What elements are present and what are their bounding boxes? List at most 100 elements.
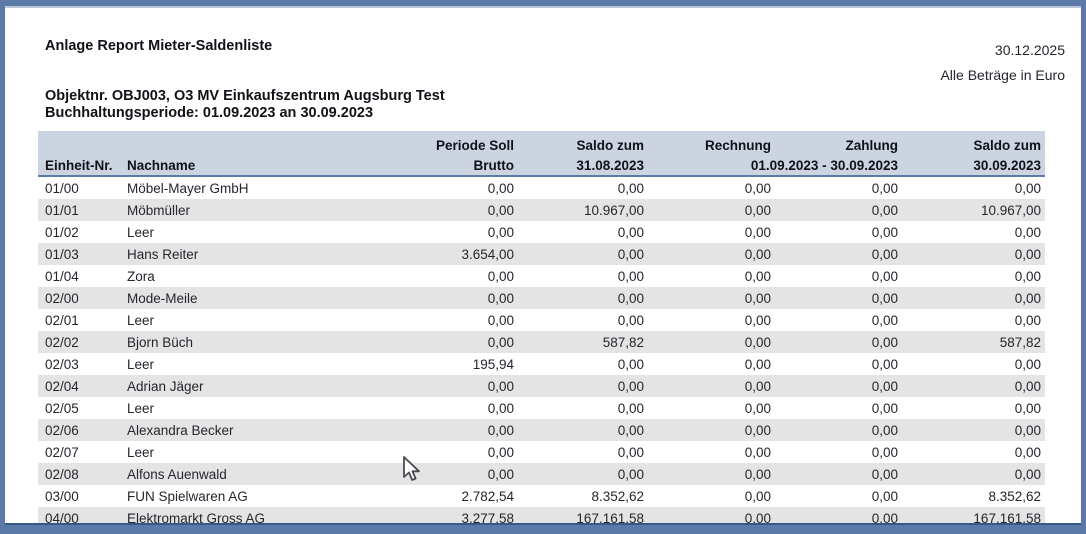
name-cell: Leer bbox=[127, 224, 155, 240]
table-row: 02/06 Alexandra Becker 0,00 0,00 0,00 0,00 0,0… bbox=[38, 419, 1045, 441]
name-cell: Hans Reiter bbox=[127, 246, 199, 262]
balance-table: Periode Soll Saldo zum Rechnung Zahlung … bbox=[38, 131, 1045, 529]
report-meta: 30.12.2025 Alle Beträge in Euro bbox=[940, 38, 1065, 88]
header-periode-soll: Periode Soll bbox=[358, 131, 518, 153]
name-cell: Mode-Meile bbox=[127, 290, 198, 306]
periode-soll-cell: 0,00 bbox=[487, 466, 514, 482]
unit-cell: 01/03 bbox=[45, 246, 79, 262]
zahlung-cell: 0,00 bbox=[871, 312, 898, 328]
name-cell: Leer bbox=[127, 400, 155, 416]
periode-soll-cell: 0,00 bbox=[487, 400, 514, 416]
rechnung-cell: 0,00 bbox=[744, 510, 771, 526]
saldo-new-cell: 8.352,62 bbox=[988, 488, 1041, 504]
frame-inner-line bbox=[5, 6, 1081, 8]
header-saldo-prev-date: 31.08.2023 bbox=[518, 153, 648, 177]
rechnung-cell: 0,00 bbox=[744, 202, 771, 218]
name-cell: Leer bbox=[127, 356, 155, 372]
header-brutto: Brutto bbox=[358, 153, 518, 177]
saldo-prev-cell: 0,00 bbox=[617, 356, 644, 372]
periode-soll-cell: 0,00 bbox=[487, 290, 514, 306]
header-name-spacer bbox=[123, 131, 358, 153]
header-rechnung: Rechnung bbox=[648, 131, 775, 153]
saldo-prev-cell: 0,00 bbox=[617, 180, 644, 196]
saldo-new-cell: 587,82 bbox=[999, 334, 1041, 350]
name-cell: Leer bbox=[127, 312, 155, 328]
header-zahlung: Zahlung bbox=[775, 131, 902, 153]
name-cell: Möbel-Mayer GmbH bbox=[127, 180, 249, 196]
saldo-new-cell: 0,00 bbox=[1014, 246, 1041, 262]
header-unit-spacer bbox=[38, 131, 123, 153]
saldo-prev-cell: 0,00 bbox=[617, 378, 644, 394]
zahlung-cell: 0,00 bbox=[871, 444, 898, 460]
zahlung-cell: 0,00 bbox=[871, 510, 898, 526]
name-cell: Leer bbox=[127, 444, 155, 460]
saldo-prev-cell: 0,00 bbox=[617, 312, 644, 328]
saldo-new-cell: 0,00 bbox=[1014, 378, 1041, 394]
zahlung-cell: 0,00 bbox=[871, 422, 898, 438]
header-unit: Einheit-Nr. bbox=[38, 153, 123, 177]
currency-note: Alle Beträge in Euro bbox=[940, 67, 1065, 83]
header-rechnung-zahlung-period: 01.09.2023 - 30.09.2023 bbox=[648, 153, 902, 177]
report-date: 30.12.2025 bbox=[994, 42, 1065, 58]
periode-soll-cell: 0,00 bbox=[487, 180, 514, 196]
saldo-prev-cell: 0,00 bbox=[617, 224, 644, 240]
balance-table-body: 01/00 Möbel-Mayer GmbH 0,00 0,00 0,00 0,00 0,0… bbox=[38, 176, 1045, 529]
unit-cell: 02/00 bbox=[45, 290, 79, 306]
periode-soll-cell: 195,94 bbox=[472, 356, 514, 372]
header-saldo-prev: Saldo zum bbox=[518, 131, 648, 153]
name-cell: Zora bbox=[127, 268, 155, 284]
bottom-bar bbox=[5, 523, 1081, 534]
rechnung-cell: 0,00 bbox=[744, 180, 771, 196]
zahlung-cell: 0,00 bbox=[871, 268, 898, 284]
unit-cell: 01/04 bbox=[45, 268, 79, 284]
rechnung-cell: 0,00 bbox=[744, 444, 771, 460]
periode-soll-cell: 0,00 bbox=[487, 268, 514, 284]
saldo-new-cell: 0,00 bbox=[1014, 312, 1041, 328]
table-row: 02/07 Leer 0,00 0,00 0,00 0,00 0,00 bbox=[38, 441, 1045, 463]
zahlung-cell: 0,00 bbox=[871, 334, 898, 350]
rechnung-cell: 0,00 bbox=[744, 422, 771, 438]
unit-cell: 01/01 bbox=[45, 202, 79, 218]
rechnung-cell: 0,00 bbox=[744, 400, 771, 416]
rechnung-cell: 0,00 bbox=[744, 378, 771, 394]
saldo-new-cell: 0,00 bbox=[1014, 466, 1041, 482]
rechnung-cell: 0,00 bbox=[744, 224, 771, 240]
table-row: 01/00 Möbel-Mayer GmbH 0,00 0,00 0,00 0,00 0,0… bbox=[38, 176, 1045, 199]
name-cell: Möbmüller bbox=[127, 202, 191, 218]
balance-table-header: Periode Soll Saldo zum Rechnung Zahlung … bbox=[38, 131, 1045, 177]
periode-soll-cell: 2.782,54 bbox=[461, 488, 514, 504]
rechnung-cell: 0,00 bbox=[744, 246, 771, 262]
saldo-new-cell: 0,00 bbox=[1014, 290, 1041, 306]
periode-soll-cell: 0,00 bbox=[487, 312, 514, 328]
table-row: 03/00 FUN Spielwaren AG 2.782,54 8.352,62 0,… bbox=[38, 485, 1045, 507]
saldo-prev-cell: 8.352,62 bbox=[591, 488, 644, 504]
rechnung-cell: 0,00 bbox=[744, 268, 771, 284]
saldo-new-cell: 0,00 bbox=[1014, 268, 1041, 284]
zahlung-cell: 0,00 bbox=[871, 466, 898, 482]
saldo-prev-cell: 0,00 bbox=[617, 444, 644, 460]
unit-cell: 02/08 bbox=[45, 466, 79, 482]
name-cell: Bjorn Büch bbox=[127, 334, 194, 350]
saldo-new-cell: 0,00 bbox=[1014, 356, 1041, 372]
periode-soll-cell: 0,00 bbox=[487, 378, 514, 394]
unit-cell: 02/02 bbox=[45, 334, 79, 350]
zahlung-cell: 0,00 bbox=[871, 356, 898, 372]
saldo-new-cell: 10.967,00 bbox=[980, 202, 1041, 218]
unit-cell: 02/06 bbox=[45, 422, 79, 438]
periode-soll-cell: 0,00 bbox=[487, 422, 514, 438]
table-row: 02/04 Adrian Jäger 0,00 0,00 0,00 0,00 0,00 bbox=[38, 375, 1045, 397]
table-row: 02/08 Alfons Auenwald 0,00 0,00 0,00 0,00 0,00 bbox=[38, 463, 1045, 485]
saldo-prev-cell: 0,00 bbox=[617, 290, 644, 306]
saldo-new-cell: 0,00 bbox=[1014, 400, 1041, 416]
rechnung-cell: 0,00 bbox=[744, 290, 771, 306]
unit-cell: 02/04 bbox=[45, 378, 79, 394]
unit-cell: 01/02 bbox=[45, 224, 79, 240]
unit-cell: 03/00 bbox=[45, 488, 79, 504]
report-title: Anlage Report Mieter-Saldenliste bbox=[45, 38, 273, 54]
table-row: 02/02 Bjorn Büch 0,00 587,82 0,00 0,00 587,82 bbox=[38, 331, 1045, 353]
periode-soll-cell: 3.654,00 bbox=[461, 246, 514, 262]
rechnung-cell: 0,00 bbox=[744, 312, 771, 328]
saldo-new-cell: 167.161,58 bbox=[973, 510, 1041, 526]
zahlung-cell: 0,00 bbox=[871, 400, 898, 416]
